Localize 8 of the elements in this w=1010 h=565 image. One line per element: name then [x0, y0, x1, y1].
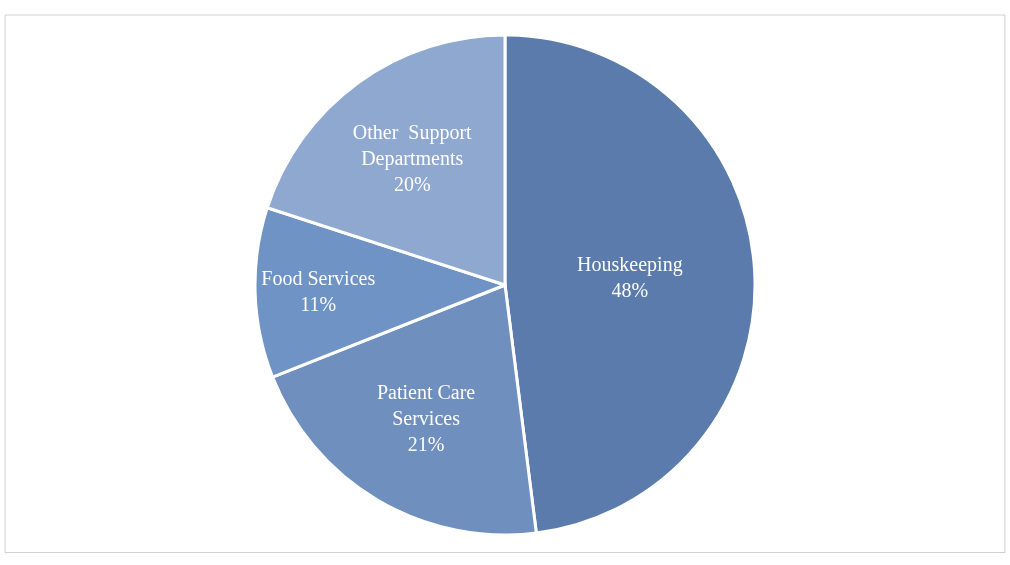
slice-label: Other Support Departments	[352, 120, 473, 170]
data-label: 48%	[611, 279, 649, 302]
data-label: 20%	[393, 172, 431, 195]
slice-label: Food Services	[261, 266, 376, 289]
data-label: 11%	[300, 292, 337, 315]
slice-label: Houskeeping	[577, 253, 683, 277]
data-label: 21%	[407, 433, 445, 456]
slice-label: Patient Care Services	[376, 381, 476, 430]
